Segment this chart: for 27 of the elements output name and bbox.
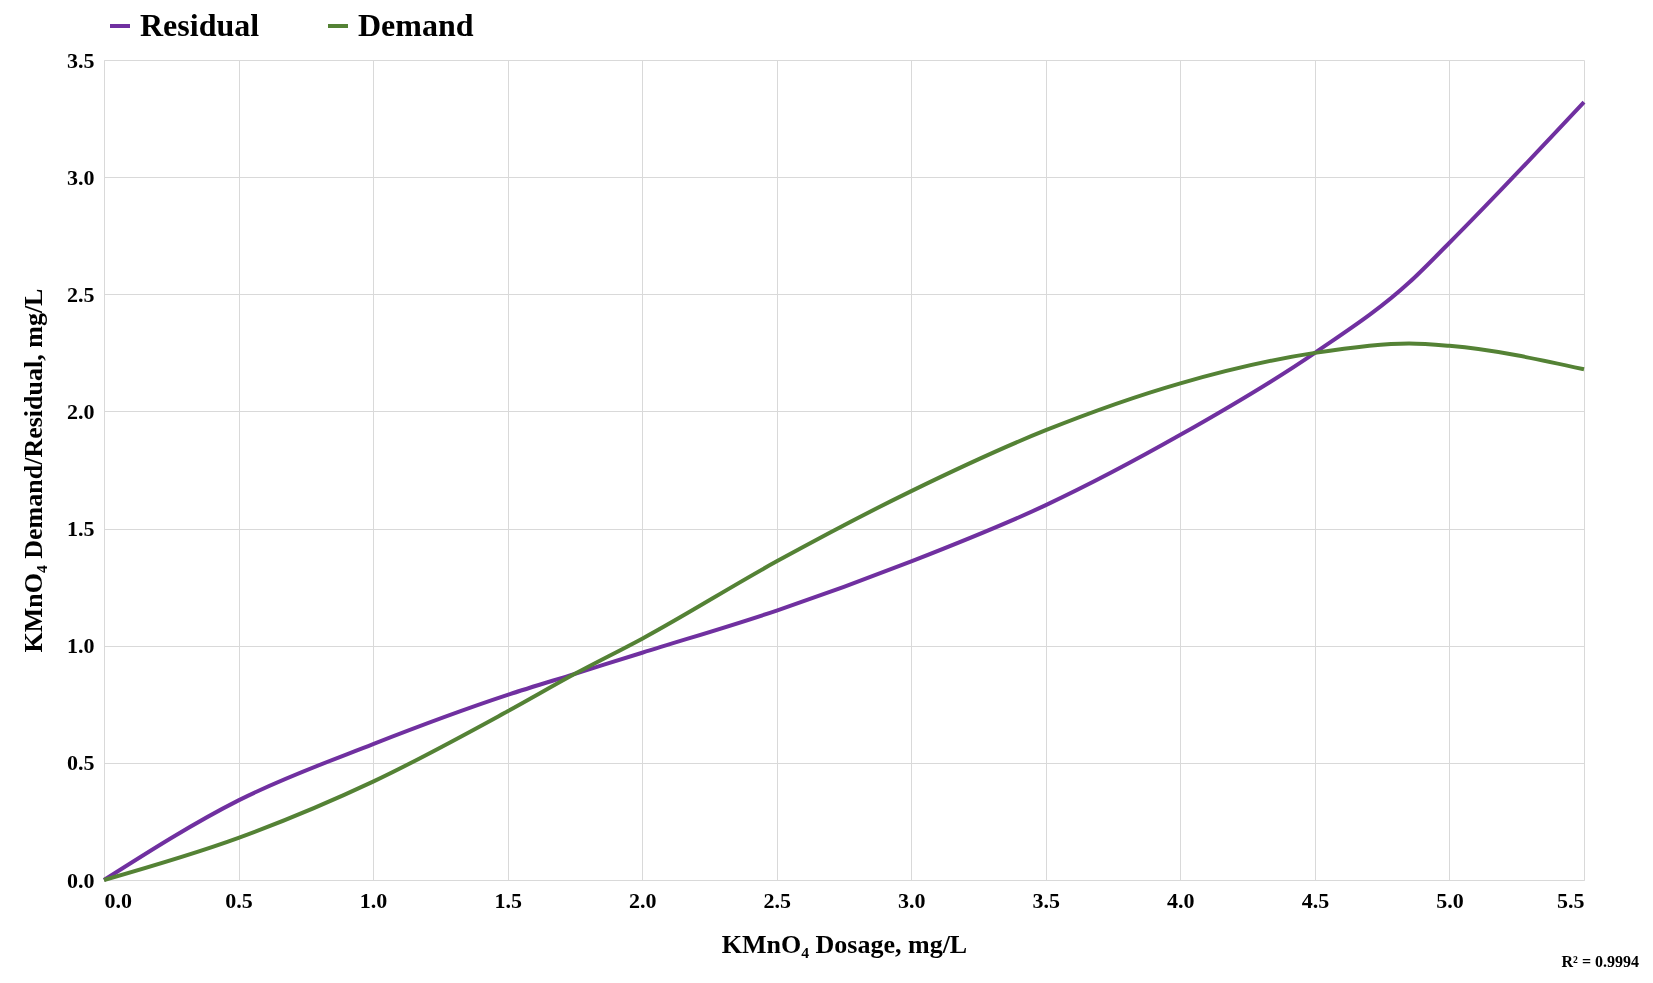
y-tick-label: 1.5: [67, 516, 95, 542]
x-tick-label: 4.5: [1301, 887, 1330, 913]
y-tick-label: 2.0: [67, 398, 95, 424]
x-tick-label: 2.5: [763, 887, 791, 913]
y-tick-label: 3.0: [67, 164, 95, 190]
y-tick-label: 0.5: [67, 750, 95, 776]
x-tick-label: 0.5: [225, 887, 253, 913]
x-tick-label: 1.5: [494, 887, 522, 913]
legend-label: Demand: [358, 7, 474, 43]
x-tick-label: 5.0: [1436, 887, 1464, 913]
x-tick-label: 3.0: [898, 887, 926, 913]
text: R² = 0.9994: [1561, 953, 1639, 971]
y-tick-label: 0.0: [67, 867, 95, 893]
x-axis-title: KMnO₄ Dosage, mg/L: [721, 929, 968, 959]
line-series: [102, 341, 1586, 882]
x-tick-label: 2.0: [628, 887, 657, 913]
line-series: [102, 100, 1586, 882]
legend-label: Residual: [140, 7, 260, 43]
x-tick-label: 1.0: [359, 887, 388, 913]
y-tick-label: 2.5: [67, 281, 95, 307]
y-axis-title: KMnO₄ Demand/Residual, mg/L: [19, 288, 48, 653]
y-tick-label: 3.5: [67, 47, 95, 73]
x-tick-label: 0.0: [104, 887, 132, 913]
y-tick-label: 1.0: [67, 633, 95, 659]
x-tick-label: 5.5: [1557, 887, 1585, 913]
x-tick-label: 3.5: [1032, 887, 1061, 913]
x-tick-label: 4.0: [1167, 887, 1195, 913]
